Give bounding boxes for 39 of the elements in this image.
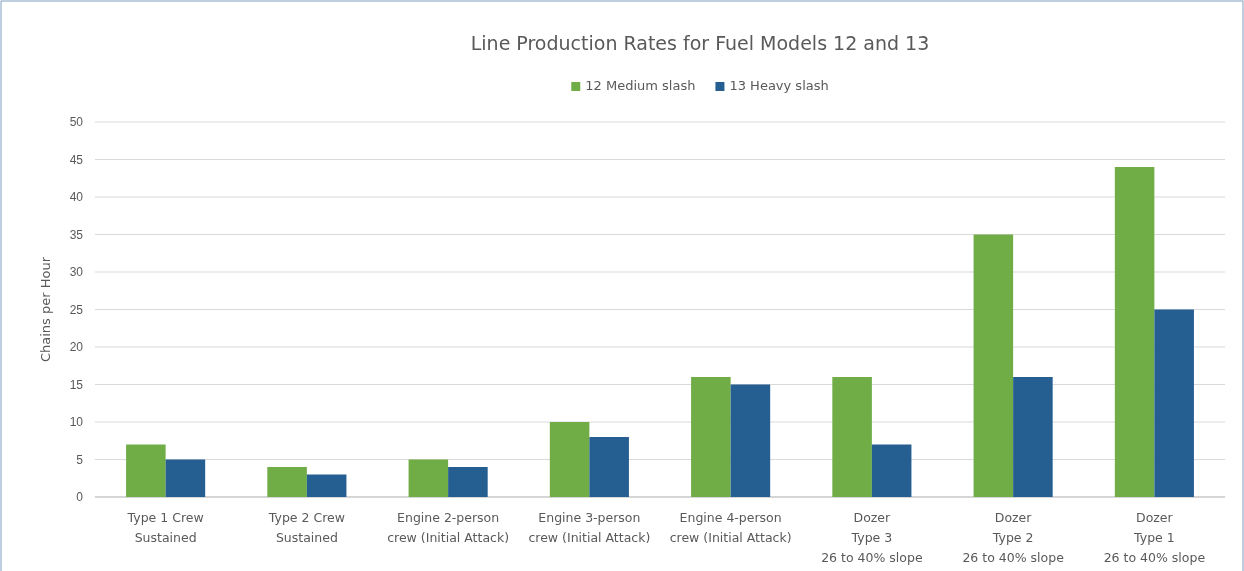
- bar: [832, 377, 872, 497]
- bar: [1154, 309, 1194, 497]
- bar: [126, 444, 166, 497]
- y-tick-label: 40: [69, 190, 84, 205]
- bar: [408, 459, 449, 497]
- x-tick-label: Engine 3-person crew (Initial Attack): [528, 510, 651, 545]
- x-tick-label: Dozer Type 3 26 to 40% slope: [821, 510, 923, 565]
- y-tick-label: 45: [69, 152, 84, 167]
- x-tick-label: Engine 4-person crew (Initial Attack): [669, 510, 792, 545]
- y-tick-label: 5: [76, 452, 84, 467]
- y-tick-label: 35: [69, 227, 84, 242]
- bar: [691, 377, 731, 497]
- bar: [589, 437, 629, 497]
- x-tick-label: Engine 2-person crew (Initial Attack): [387, 510, 510, 545]
- bar: [549, 422, 590, 497]
- y-tick-label: 10: [69, 415, 84, 430]
- legend-label: 12 Medium slash: [585, 78, 696, 93]
- bar: [1114, 167, 1155, 497]
- bar: [448, 467, 488, 497]
- bar: [730, 384, 771, 497]
- bar: [306, 474, 347, 497]
- x-tick-label: Type 2 Crew Sustained: [267, 510, 345, 545]
- bar: [973, 234, 1014, 497]
- y-axis-title: Chains per Hour: [38, 256, 53, 363]
- bar: [1013, 377, 1053, 497]
- x-tick-label: Dozer Type 1 26 to 40% slope: [1103, 510, 1206, 565]
- y-tick-label: 0: [76, 490, 84, 505]
- y-tick-label: 25: [69, 302, 84, 317]
- y-tick-label: 50: [69, 115, 84, 130]
- y-tick-label: 30: [69, 265, 84, 280]
- y-tick-label: 15: [69, 377, 84, 392]
- legend-label: 13 Heavy slash: [729, 78, 829, 93]
- bar: [165, 459, 206, 497]
- x-tick-label: Dozer Type 2 26 to 40% slope: [962, 510, 1065, 565]
- bar: [871, 444, 912, 497]
- chart-title: Line Production Rates for Fuel Models 12 and 13: [470, 32, 930, 54]
- bar: [267, 467, 307, 497]
- x-tick-label: Type 1 Crew Sustained: [126, 510, 204, 545]
- y-tick-label: 20: [69, 340, 84, 355]
